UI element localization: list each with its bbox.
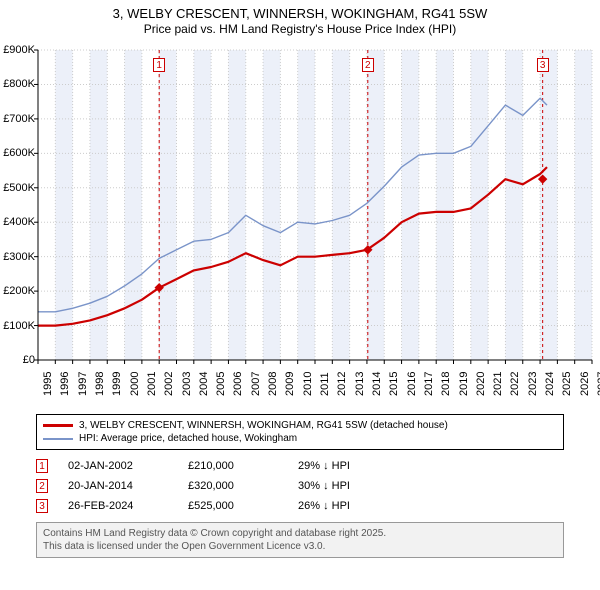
event-delta: 30% ↓ HPI <box>298 480 350 492</box>
x-tick-label: 2024 <box>544 372 556 396</box>
legend-item: HPI: Average price, detached house, Woki… <box>43 432 557 445</box>
event-row: 2 20-JAN-2014 £320,000 30% ↓ HPI <box>36 476 564 496</box>
footer-line: This data is licensed under the Open Gov… <box>43 540 557 553</box>
x-tick-label: 2019 <box>458 372 470 396</box>
x-tick-label: 2009 <box>284 372 296 396</box>
x-tick-label: 2022 <box>509 372 521 396</box>
event-price: £320,000 <box>188 480 278 492</box>
y-tick-label: £200K <box>0 285 35 297</box>
chart-title-2: Price paid vs. HM Land Registry's House … <box>0 21 600 40</box>
y-tick-label: £800K <box>0 78 35 90</box>
x-tick-label: 2006 <box>232 372 244 396</box>
event-row: 3 26-FEB-2024 £525,000 26% ↓ HPI <box>36 496 564 516</box>
event-date: 26-FEB-2024 <box>68 500 168 512</box>
x-tick-label: 2010 <box>302 372 314 396</box>
x-tick-label: 2002 <box>163 372 175 396</box>
x-tick-label: 2001 <box>146 372 158 396</box>
event-row: 1 02-JAN-2002 £210,000 29% ↓ HPI <box>36 456 564 476</box>
event-date: 02-JAN-2002 <box>68 460 168 472</box>
y-tick-label: £900K <box>0 44 35 56</box>
event-marker-icon: 3 <box>36 499 48 513</box>
x-tick-label: 2025 <box>561 372 573 396</box>
x-tick-label: 2005 <box>215 372 227 396</box>
y-tick-label: £100K <box>0 320 35 332</box>
x-tick-label: 1995 <box>42 372 54 396</box>
x-tick-label: 2021 <box>492 372 504 396</box>
x-tick-label: 2027 <box>596 372 600 396</box>
legend-label: 3, WELBY CRESCENT, WINNERSH, WOKINGHAM, … <box>79 420 448 431</box>
x-tick-label: 2020 <box>475 372 487 396</box>
x-tick-label: 2003 <box>181 372 193 396</box>
x-tick-label: 1996 <box>59 372 71 396</box>
event-price: £525,000 <box>188 500 278 512</box>
x-tick-label: 2018 <box>440 372 452 396</box>
x-tick-label: 2017 <box>423 372 435 396</box>
event-marker-box: 1 <box>153 58 165 72</box>
x-tick-label: 2008 <box>267 372 279 396</box>
footer-attribution: Contains HM Land Registry data © Crown c… <box>36 522 564 558</box>
x-tick-label: 2000 <box>129 372 141 396</box>
x-tick-label: 2007 <box>250 372 262 396</box>
x-tick-label: 2015 <box>388 372 400 396</box>
legend-label: HPI: Average price, detached house, Woki… <box>79 433 297 444</box>
x-tick-label: 1998 <box>94 372 106 396</box>
event-delta: 26% ↓ HPI <box>298 500 350 512</box>
x-tick-label: 2023 <box>527 372 539 396</box>
x-tick-label: 2026 <box>579 372 591 396</box>
y-tick-label: £600K <box>0 147 35 159</box>
events-table: 1 02-JAN-2002 £210,000 29% ↓ HPI 2 20-JA… <box>36 456 564 516</box>
y-tick-label: £500K <box>0 182 35 194</box>
y-tick-label: £400K <box>0 216 35 228</box>
x-axis-labels: 1995 1996 1997 1998 1999 2000 2001 2002 2003 2004… <box>0 364 600 410</box>
event-delta: 29% ↓ HPI <box>298 460 350 472</box>
x-tick-label: 2012 <box>336 372 348 396</box>
event-marker-box: 3 <box>537 58 549 72</box>
chart-title-1: 3, WELBY CRESCENT, WINNERSH, WOKINGHAM, … <box>0 0 600 21</box>
y-tick-label: £300K <box>0 251 35 263</box>
legend-swatch <box>43 424 73 427</box>
y-tick-label: £700K <box>0 113 35 125</box>
chart-area: £0£100K£200K£300K£400K£500K£600K£700K£80… <box>0 40 600 410</box>
line-chart <box>0 40 600 410</box>
x-tick-label: 1997 <box>77 372 89 396</box>
x-tick-label: 2014 <box>371 372 383 396</box>
event-marker-box: 2 <box>362 58 374 72</box>
legend: 3, WELBY CRESCENT, WINNERSH, WOKINGHAM, … <box>36 414 564 450</box>
event-marker-icon: 2 <box>36 479 48 493</box>
x-tick-label: 1999 <box>111 372 123 396</box>
legend-swatch <box>43 438 73 440</box>
x-tick-label: 2011 <box>319 372 331 396</box>
x-tick-label: 2016 <box>406 372 418 396</box>
legend-item: 3, WELBY CRESCENT, WINNERSH, WOKINGHAM, … <box>43 419 557 432</box>
x-tick-label: 2013 <box>354 372 366 396</box>
event-marker-icon: 1 <box>36 459 48 473</box>
event-price: £210,000 <box>188 460 278 472</box>
x-tick-label: 2004 <box>198 372 210 396</box>
footer-line: Contains HM Land Registry data © Crown c… <box>43 527 557 540</box>
event-date: 20-JAN-2014 <box>68 480 168 492</box>
